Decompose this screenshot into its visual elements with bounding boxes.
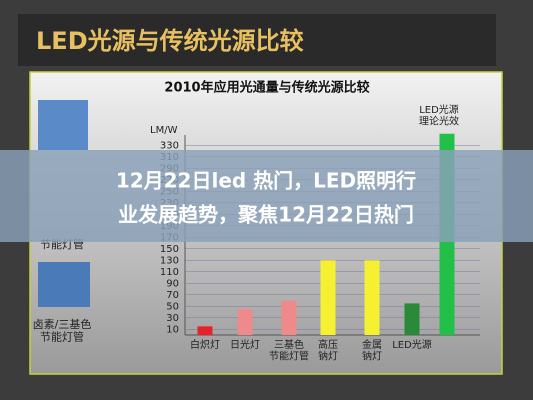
slide-title: LED光源与传统光源比较: [36, 27, 304, 55]
y-axis-label: LM/W: [150, 125, 178, 136]
bar: [364, 260, 380, 335]
overlay-line: 业发展趋势，聚焦12月22日热门: [118, 203, 414, 227]
y-tick-label: 50: [166, 301, 179, 312]
y-tick-label: 330: [160, 140, 179, 151]
y-tick-label: 70: [166, 290, 179, 301]
y-tick-label: 90: [166, 278, 179, 289]
x-tick-label: 三基色节能灯管: [269, 338, 309, 363]
overlay-band: [0, 150, 533, 242]
x-tick-label: LED光源: [392, 338, 432, 351]
chart-title: 2010年应用光通量与传统光源比较: [164, 80, 369, 96]
bar: [320, 260, 336, 335]
y-tick-label: 30: [166, 313, 179, 324]
title-band: [18, 14, 496, 66]
bar: [237, 309, 253, 335]
y-tick-label: 150: [160, 244, 179, 255]
side-label: 卤素/三基色节能灯管: [33, 317, 92, 344]
y-tick-label: 130: [160, 255, 179, 266]
x-tick-label: 日光灯: [230, 338, 260, 351]
bar: [281, 300, 297, 335]
y-tick-label: 110: [160, 267, 179, 278]
x-tick-label: LED光源理论光效: [419, 103, 459, 128]
x-tick-label: 高压钠灯: [318, 338, 338, 363]
lamp-image: [38, 262, 90, 307]
x-tick-label: 金属钠灯: [362, 338, 382, 363]
bar: [404, 303, 420, 335]
bulb-image: [38, 100, 88, 150]
overlay-line: 12月22日led 热门，LED照明行: [116, 169, 416, 193]
y-tick-label: 10: [166, 324, 179, 335]
x-tick-label: 白炽灯: [190, 338, 220, 351]
bar: [197, 326, 213, 335]
